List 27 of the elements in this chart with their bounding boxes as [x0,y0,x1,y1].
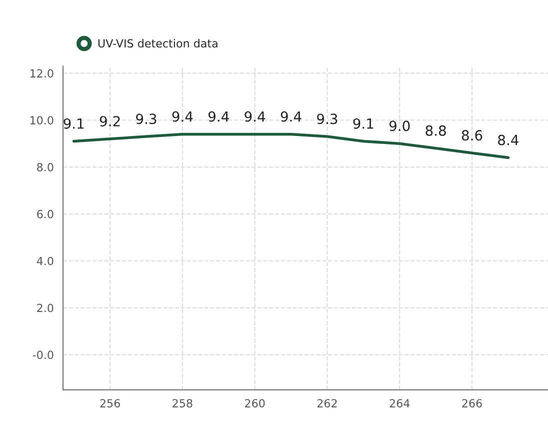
data-label: 9.3 [317,114,338,124]
data-label: 8.6 [462,130,482,141]
data-label: 9.2 [100,116,120,126]
x-tick-label: 262 [317,399,337,408]
legend-label: UV-VIS detection data [98,38,218,48]
y-tick-label: -0.0 [32,350,54,360]
data-label: 9.3 [136,114,156,124]
data-label: 9.1 [353,118,374,129]
data-label: 9.1 [64,118,84,129]
data-label: 8.8 [426,125,446,136]
data-label: 9.4 [208,111,229,122]
y-tick-label: 2.0 [37,304,54,312]
data-label: 9.4 [244,111,266,122]
x-tick-label: 266 [462,399,482,408]
x-tick-label: 256 [100,399,120,408]
data-label: 8.4 [498,134,518,146]
x-tick-label: 264 [390,399,410,408]
x-tick-label: 258 [172,399,192,408]
y-tick-label: 10.0 [30,116,54,125]
data-label: 9.4 [172,111,193,122]
y-tick-label: 8.0 [37,163,54,172]
data-label: 9.0 [389,120,410,132]
data-label: 9.4 [280,111,302,122]
y-tick-label: 12.0 [30,69,54,78]
y-tick-label: 6.0 [37,210,54,218]
x-tick-label: 260 [245,399,265,408]
y-tick-label: 4.0 [36,256,54,266]
